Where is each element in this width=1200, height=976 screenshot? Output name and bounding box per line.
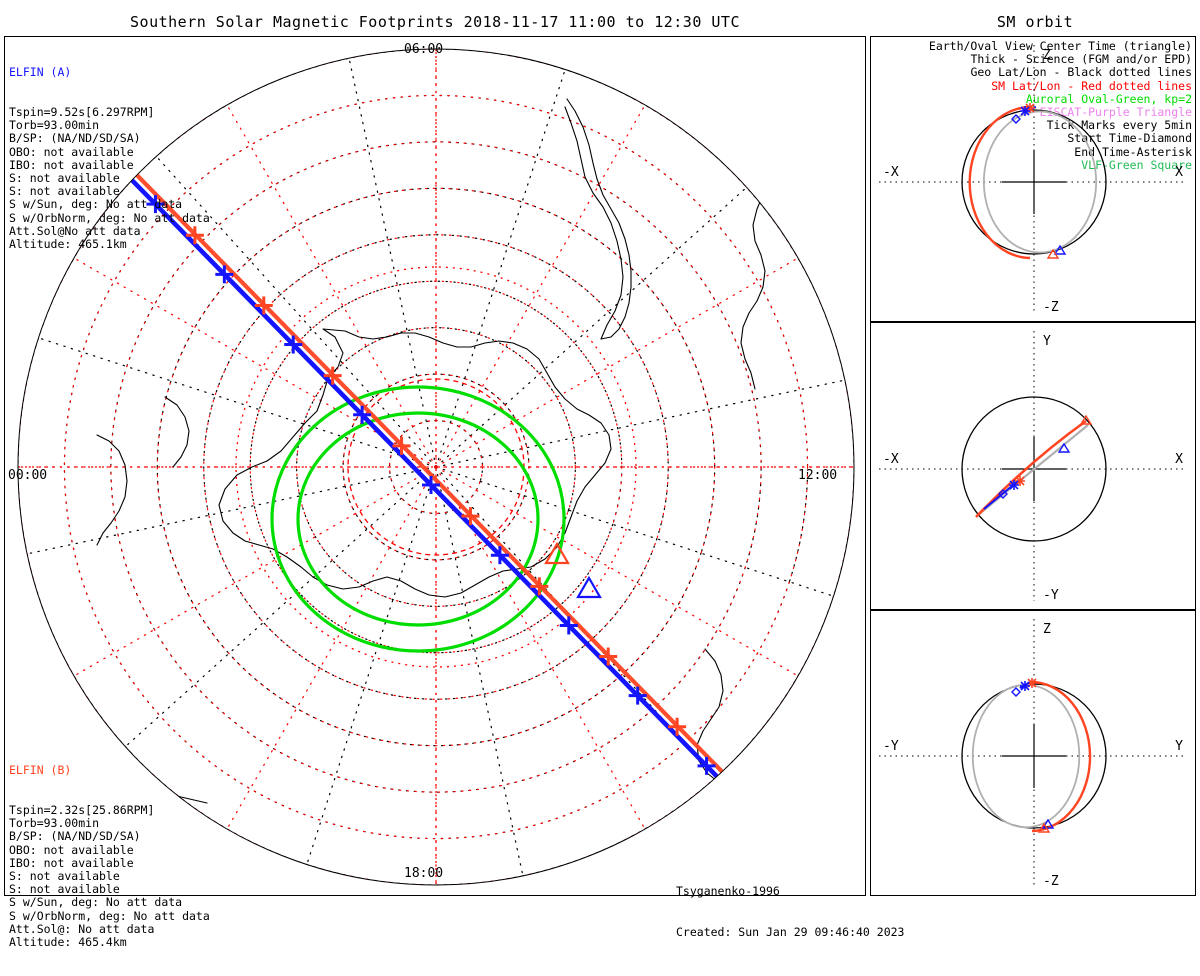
start-time-diamond <box>1011 687 1021 697</box>
elfin-b-info: ELFIN (B) Tspin=2.32s[25.86RPM] Torb=93.0… <box>9 738 210 976</box>
elfin-b-info-line: Tspin=2.32s[25.86RPM] <box>9 803 155 818</box>
axis-label-h-neg: -Y <box>883 739 899 754</box>
elfin-a-lines: Tspin=9.52s[6.297RPM] Torb=93.00min B/SP: … <box>9 105 210 252</box>
polar-map-panel <box>4 36 866 896</box>
elfin-a-info-line: S w/OrbNorm, deg: No att data <box>9 210 210 225</box>
elfin-a-info-line: S: not available <box>9 184 120 199</box>
elfin-a-info-line: Att.Sol@No att data <box>9 223 141 238</box>
elfin-b-name: ELFIN (B) <box>9 763 72 778</box>
end-time-asterisk <box>1020 681 1030 691</box>
axis-label-v-neg: -Z <box>1043 300 1059 315</box>
mlt-label-bottom: 18:00 <box>404 866 444 881</box>
elfin-b-info-line: S w/OrbNorm, deg: No att data <box>9 908 210 923</box>
elfin-a-info-line: Altitude: 465.1km <box>9 237 127 252</box>
coastline <box>564 106 624 340</box>
sm-orbit-panel-yz: Z -Z Y -Y <box>870 610 1196 896</box>
elfin-a-info-line: OBO: not available <box>9 144 134 159</box>
elfin-a-info-line: IBO: not available <box>9 157 134 172</box>
center-time-triangle <box>1053 244 1067 255</box>
coastline <box>164 396 190 468</box>
polar-map-canvas <box>17 48 855 886</box>
axis-label-h-pos: X <box>1175 452 1183 467</box>
elfin-b-info-line: B/SP: (NA/ND/SD/SA) <box>9 829 141 844</box>
auroral-oval-inner <box>296 411 540 627</box>
end-time-asterisk <box>1009 480 1019 490</box>
orbit-yz-canvas: Z -Z Y -Y <box>879 619 1187 889</box>
orbit-trace-red <box>1029 680 1092 833</box>
legend-line: Auroral Oval-Green, kp=2 <box>1025 91 1192 106</box>
legend-line: VLF-Green Square <box>1081 157 1192 172</box>
orbit-xz-canvas: Z -Z X -X <box>879 45 1187 315</box>
elfin-a-name: ELFIN (A) <box>9 65 72 80</box>
axis-label-v-pos: Y <box>1043 334 1051 349</box>
sm-orbit-title: SM orbit <box>996 13 1074 31</box>
mlt-label-top: 06:00 <box>404 42 444 57</box>
auroral-oval-outer <box>270 385 566 653</box>
model-name: Tsyganenko-1996 <box>676 884 780 898</box>
sm-mid-ring <box>235 266 637 668</box>
orbit-trace-red <box>968 105 1033 260</box>
end-time-asterisk <box>1020 106 1030 116</box>
elfin-b-track <box>124 162 750 800</box>
legend-line: Tick Marks every 5min <box>1046 118 1192 133</box>
coastline <box>566 98 632 340</box>
earth-circle <box>961 109 1107 255</box>
sm-orbit-panel-xy: Y -Y X -X <box>870 322 1196 610</box>
legend-block: Earth/Oval View Center Time (triangle) Th… <box>928 39 1192 172</box>
elfin-b-info-line: S: not available <box>9 869 120 884</box>
elfin-b-info-line: IBO: not available <box>9 855 134 870</box>
axis-label-v-pos: Z <box>1043 48 1051 63</box>
coastline <box>218 328 612 598</box>
polar-boundary-circle <box>17 48 855 886</box>
axis-label-v-neg: -Z <box>1043 874 1059 889</box>
axis-label-h-neg: -X <box>883 452 899 467</box>
axis-label-h-pos: X <box>1175 165 1183 180</box>
elfin-a-info-line: B/SP: (NA/ND/SD/SA) <box>9 131 141 146</box>
earth-circle <box>961 396 1107 542</box>
elfin-a-info-line: S w/Sun, deg: No att data <box>9 197 183 212</box>
elfin-a-info: ELFIN (A) Tspin=9.52s[6.297RPM] Torb=93.0… <box>9 40 210 278</box>
axis-label-h-neg: -X <box>883 165 899 180</box>
elfin-b-info-line: OBO: not available <box>9 842 134 857</box>
elfin-a-info-line: Torb=93.00min <box>9 118 100 133</box>
elfin-b-info-line: Torb=93.00min <box>9 816 100 831</box>
axis-label-v-neg: -Y <box>1043 588 1059 603</box>
elfin-a-info-line: Tspin=9.52s[6.297RPM] <box>9 105 155 120</box>
elfin-b-info-line: S w/Sun, deg: No att data <box>9 895 183 910</box>
sm-orbit-panel-xz: Z -Z X -X <box>870 36 1196 322</box>
end-time-asterisk <box>736 794 752 810</box>
mlt-label-right: 12:00 <box>798 468 838 483</box>
axis-label-h-pos: Y <box>1175 739 1183 754</box>
coastline <box>724 796 744 868</box>
start-time-diamond <box>998 489 1008 499</box>
coastline <box>740 136 766 390</box>
elfin-b-lines: Tspin=2.32s[25.86RPM] Torb=93.00min B/SP: … <box>9 803 210 950</box>
legend-line: Earth/Oval View Center Time (triangle) <box>928 39 1192 53</box>
center-time-triangle <box>1041 818 1055 829</box>
mlt-label-left: 00:00 <box>8 468 48 483</box>
elfin-b-info-line: S: not available <box>9 882 120 897</box>
elfin-b-info-line: Altitude: 465.4km <box>9 935 127 950</box>
center-time-triangle <box>1057 442 1071 453</box>
elfin-b-info-line: Att.Sol@: No att data <box>9 921 155 936</box>
center-time-triangle <box>1037 822 1051 833</box>
elfin-a-center-time-triangle <box>576 575 602 599</box>
legend-line: Thick - Science (FGM and/or EPD) <box>970 52 1192 67</box>
legend-line: Geo Lat/Lon - Black dotted lines <box>970 65 1192 80</box>
orbit-trace-grey <box>982 110 1098 254</box>
created-timestamp: Created: Sun Jan 29 09:46:40 2023 <box>676 924 905 939</box>
center-time-triangle <box>1079 414 1093 425</box>
figure-root: Southern Solar Magnetic Footprints 2018-… <box>4 13 1196 949</box>
start-time-diamond <box>1011 114 1021 124</box>
end-time-asterisk <box>1027 678 1037 688</box>
orbit-xy-canvas: Y -Y X -X <box>879 331 1187 603</box>
center-time-triangle <box>1046 248 1060 259</box>
coastline <box>96 434 128 546</box>
elfin-a-info-line: S: not available <box>9 171 120 186</box>
elfin-b-center-time-triangle <box>544 541 570 565</box>
figure-title: Southern Solar Magnetic Footprints 2018-… <box>130 13 740 31</box>
axis-label-v-pos: Z <box>1043 622 1051 637</box>
legend-line: SM Lat/Lon - Red dotted lines <box>991 78 1192 93</box>
